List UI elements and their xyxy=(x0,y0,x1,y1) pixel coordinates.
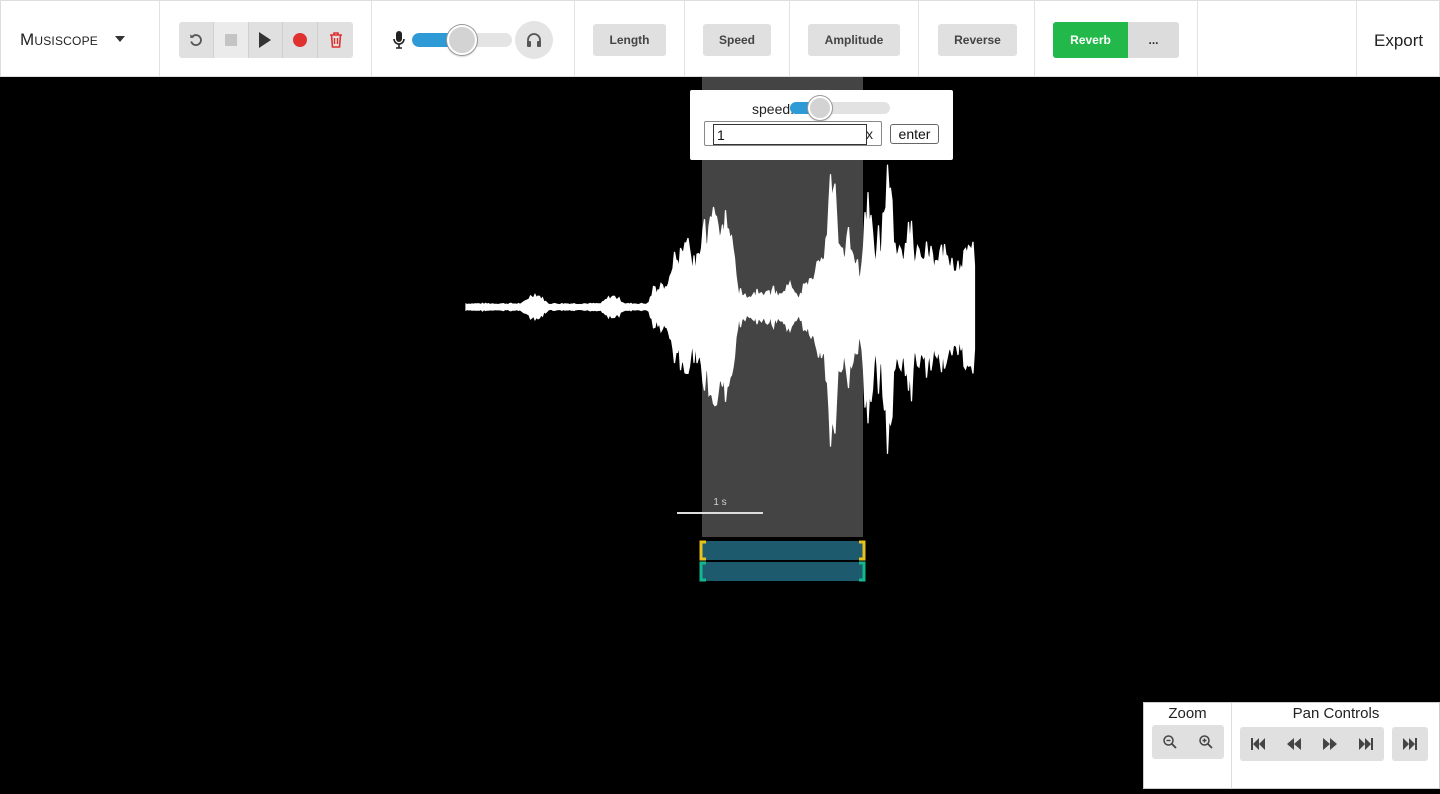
selection-track-bottom[interactable] xyxy=(701,562,864,581)
skip-end-icon xyxy=(1403,738,1417,750)
speed-unit: x xyxy=(866,126,873,142)
brand-section: Musiscope xyxy=(1,1,160,77)
skip-end-icon xyxy=(1359,738,1373,750)
fast-forward-icon xyxy=(1323,738,1337,750)
zoom-out-button[interactable] xyxy=(1152,725,1188,759)
amplitude-section: Amplitude xyxy=(790,1,919,77)
app-title: Musiscope xyxy=(20,30,98,49)
length-section: Length xyxy=(575,1,685,77)
headphones-icon xyxy=(527,33,541,47)
microphone-icon xyxy=(393,31,405,49)
selection-handle-left-bottom[interactable] xyxy=(699,561,706,582)
reverb-section xyxy=(1035,1,1198,77)
reverse-button[interactable]: Reverse xyxy=(938,24,1017,56)
speed-input[interactable] xyxy=(713,124,867,145)
reverse-section: Reverse xyxy=(919,1,1035,77)
record-icon xyxy=(293,33,308,47)
top-toolbar: Musiscope Length xyxy=(0,0,1440,77)
waveform xyxy=(465,164,976,454)
pan-section: Pan Controls xyxy=(1232,703,1440,789)
volume-knob[interactable] xyxy=(447,25,477,55)
waveform-canvas[interactable]: 1 s xyxy=(0,77,1440,789)
play-icon xyxy=(259,32,272,48)
amplitude-button[interactable]: Amplitude xyxy=(808,24,900,56)
speed-slider[interactable] xyxy=(790,102,890,114)
zoom-section: Zoom xyxy=(1144,703,1232,789)
speed-slider-knob[interactable] xyxy=(808,96,832,120)
trash-icon xyxy=(329,32,342,48)
speed-button[interactable]: Speed xyxy=(703,24,771,56)
undo-icon xyxy=(190,34,202,46)
zoom-out-icon xyxy=(1163,735,1177,749)
pan-end-button[interactable] xyxy=(1348,727,1384,761)
pan-extra-controls xyxy=(1392,727,1428,761)
chevron-down-icon[interactable] xyxy=(115,36,125,42)
selection-handle-left-top[interactable] xyxy=(699,540,706,561)
speed-field: x xyxy=(704,121,882,146)
stop-icon xyxy=(224,34,237,46)
monitor-section xyxy=(372,1,575,77)
reverb-button[interactable]: Reverb xyxy=(1053,22,1128,58)
speed-section: Speed xyxy=(685,1,790,77)
undo-button[interactable] xyxy=(179,22,214,58)
play-button[interactable] xyxy=(249,22,284,58)
selection-track-top[interactable] xyxy=(701,541,864,560)
selection-handle-right-top[interactable] xyxy=(859,540,866,561)
export-button[interactable]: Export xyxy=(1374,31,1424,50)
spacer-section xyxy=(1198,1,1357,77)
selection-handle-right-bottom[interactable] xyxy=(859,561,866,582)
headphones-button[interactable] xyxy=(515,21,553,59)
speed-label: speed: xyxy=(752,101,795,117)
zoom-in-icon xyxy=(1199,735,1213,749)
zoom-in-button[interactable] xyxy=(1188,725,1224,759)
view-controls: Zoom Pan Controls xyxy=(1143,702,1440,789)
more-effects-button[interactable]: ... xyxy=(1128,22,1179,58)
time-scale-label: 1 s xyxy=(713,497,726,508)
pan-forward-button[interactable] xyxy=(1312,727,1348,761)
transport-controls xyxy=(179,22,353,58)
record-button[interactable] xyxy=(283,22,319,58)
pan-title: Pan Controls xyxy=(1292,705,1380,722)
pan-back-button[interactable] xyxy=(1276,727,1312,761)
transport-section xyxy=(160,1,372,77)
zoom-title: Zoom xyxy=(1168,705,1207,722)
waveform-svg: 1 s xyxy=(465,77,976,582)
jump-end-button[interactable] xyxy=(1392,727,1428,761)
pan-start-button[interactable] xyxy=(1240,727,1276,761)
speed-enter-button[interactable]: enter xyxy=(890,124,939,144)
rewind-icon xyxy=(1287,738,1301,750)
speed-popup: speed: x enter xyxy=(690,90,953,160)
zoom-controls xyxy=(1152,725,1224,759)
length-button[interactable]: Length xyxy=(593,24,666,56)
pan-controls xyxy=(1240,727,1384,761)
delete-button[interactable] xyxy=(318,22,353,58)
stop-button[interactable] xyxy=(213,22,249,58)
skip-start-icon xyxy=(1251,738,1265,750)
